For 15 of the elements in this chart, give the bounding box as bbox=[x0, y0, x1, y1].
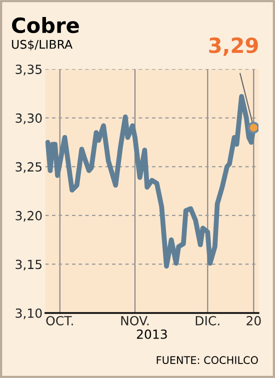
x-tick-label: 20 bbox=[246, 316, 261, 326]
x-tick-label: OCT. bbox=[46, 316, 73, 326]
x-tick-label: NOV. bbox=[121, 316, 149, 326]
source-note: FUENTE: COCHILCO bbox=[156, 356, 258, 364]
chart-subtitle: US$/LIBRA bbox=[12, 40, 72, 50]
annotation: 3,29 bbox=[209, 37, 258, 56]
x-tick-label: DIC. bbox=[196, 316, 220, 326]
y-tick-label: 3,30 bbox=[16, 113, 42, 124]
y-tick-label: 3,25 bbox=[16, 162, 42, 173]
y-tick-label: 3,15 bbox=[16, 260, 42, 270]
x-axis-title: 2013 bbox=[136, 329, 167, 339]
y-tick-label: 3,35 bbox=[16, 64, 42, 76]
y-tick-label: 3,10 bbox=[16, 308, 42, 320]
y-tick-label: 3,20 bbox=[16, 210, 42, 222]
chart-title: Cobre bbox=[12, 17, 79, 34]
